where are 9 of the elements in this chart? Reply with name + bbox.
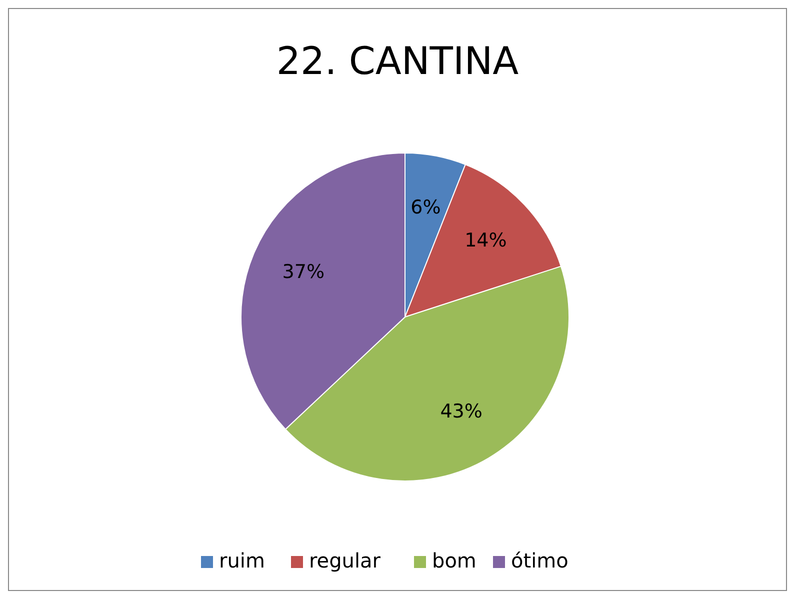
legend-label: ruim [219, 548, 265, 572]
chart-title: 22. CANTINA [276, 39, 519, 83]
data-label: 6% [410, 196, 441, 218]
data-label: 14% [464, 229, 507, 252]
data-label: 37% [282, 261, 325, 284]
data-label: 43% [440, 400, 482, 422]
legend-label: regular [309, 548, 382, 572]
legend-label: bom [432, 548, 476, 572]
legend-label: ótimo [511, 548, 568, 572]
